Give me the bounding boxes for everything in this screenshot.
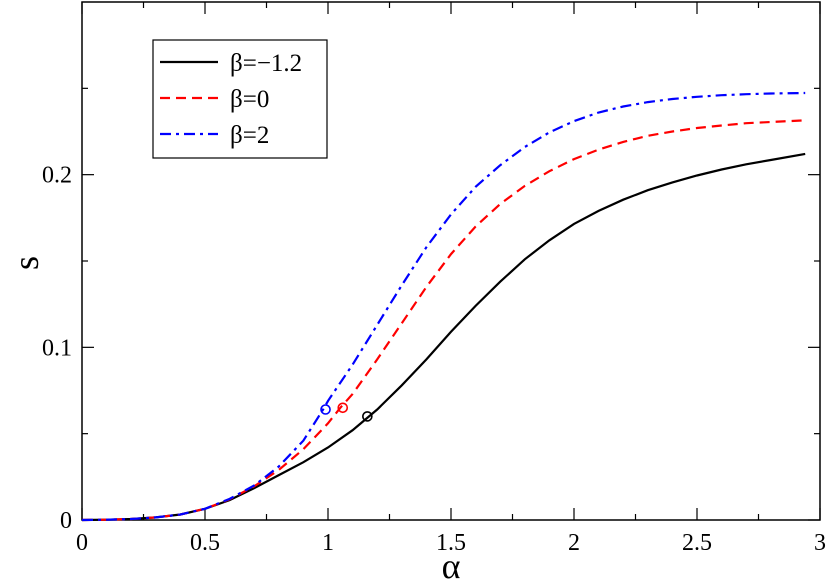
legend-label-1: β=0 <box>230 86 269 113</box>
series-line-2 <box>81 91 806 522</box>
y-axis-title: s <box>6 256 46 270</box>
series-line-0 <box>81 152 806 522</box>
x-tick-label: 0 <box>76 530 88 556</box>
x-axis-title: α <box>442 546 461 582</box>
x-tick-label: 2 <box>568 530 580 556</box>
legend-label-2: β=2 <box>230 122 269 149</box>
x-tick-label: 1 <box>322 530 334 556</box>
transition-marker-2 <box>320 404 331 415</box>
x-tick-label: 2.5 <box>682 530 712 556</box>
y-tick-label: 0.1 <box>42 335 72 361</box>
series-line-1 <box>81 119 806 522</box>
series-markers <box>320 402 373 422</box>
series-lines <box>81 91 806 522</box>
axis-ticks: 0 0.5 1 1.5 2 2.5 3 0 0.1 0.2 <box>42 2 826 556</box>
legend-label-0: β=−1.2 <box>230 50 302 77</box>
y-tick-label: 0.2 <box>42 163 72 189</box>
x-tick-label: 3 <box>814 530 826 556</box>
transition-marker-1 <box>337 402 349 414</box>
x-tick-label: 1.5 <box>436 530 466 556</box>
legend: β=−1.2 β=0 β=2 <box>152 39 328 159</box>
transition-marker-0 <box>362 411 373 422</box>
x-tick-label: 0.5 <box>190 530 220 556</box>
y-tick-label: 0 <box>60 508 72 534</box>
